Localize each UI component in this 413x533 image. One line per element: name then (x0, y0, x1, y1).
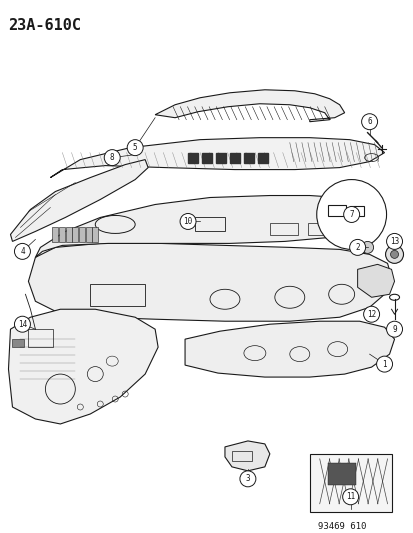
Text: 23A-610C: 23A-610C (8, 18, 81, 33)
Bar (52, 228, 58, 243)
Text: 1: 1 (381, 360, 386, 369)
Polygon shape (10, 159, 148, 241)
Circle shape (385, 245, 403, 263)
Text: 13: 13 (389, 237, 398, 246)
Bar (229, 152, 240, 163)
Text: 12: 12 (366, 310, 375, 319)
Bar (188, 152, 197, 163)
Text: 5: 5 (133, 143, 137, 152)
Text: 3: 3 (245, 474, 249, 483)
Bar (257, 152, 267, 163)
Bar (327, 463, 355, 485)
Bar (309, 454, 391, 512)
Text: 6: 6 (366, 117, 371, 126)
Circle shape (349, 239, 365, 255)
Circle shape (127, 140, 143, 156)
Circle shape (389, 251, 398, 259)
Circle shape (316, 180, 386, 249)
Polygon shape (224, 441, 269, 471)
Polygon shape (50, 138, 384, 177)
Circle shape (104, 150, 120, 166)
Circle shape (376, 356, 392, 372)
Bar (79, 228, 85, 243)
Text: 11: 11 (345, 492, 354, 501)
Bar (202, 152, 211, 163)
Circle shape (361, 241, 373, 253)
Circle shape (363, 306, 379, 322)
Circle shape (386, 321, 401, 337)
Bar (59, 228, 65, 243)
Circle shape (361, 114, 377, 130)
Bar (243, 152, 253, 163)
Text: 93469 610: 93469 610 (317, 522, 365, 531)
Polygon shape (8, 309, 158, 424)
Bar (195, 217, 224, 231)
Bar (269, 223, 297, 236)
Bar (231, 451, 251, 461)
Text: 2: 2 (354, 243, 359, 252)
Text: 8: 8 (110, 153, 114, 162)
Bar (66, 228, 71, 243)
Circle shape (14, 316, 31, 332)
Text: 10: 10 (183, 217, 192, 226)
Polygon shape (357, 264, 394, 297)
Circle shape (343, 206, 359, 222)
Text: 7: 7 (349, 210, 353, 219)
Bar (72, 228, 78, 243)
Text: 14: 14 (18, 320, 27, 329)
Circle shape (14, 244, 31, 260)
Bar (327, 205, 345, 216)
Circle shape (240, 471, 255, 487)
Polygon shape (185, 321, 394, 377)
Bar (349, 206, 363, 216)
Circle shape (342, 489, 358, 505)
Polygon shape (28, 244, 391, 321)
Text: 9: 9 (391, 325, 396, 334)
Circle shape (180, 214, 195, 229)
Bar (85, 228, 91, 243)
Bar (307, 223, 329, 236)
Bar (12, 339, 24, 347)
Bar (28, 329, 53, 347)
Polygon shape (36, 196, 374, 257)
Bar (92, 228, 98, 243)
Bar (90, 284, 145, 306)
Polygon shape (155, 90, 344, 122)
Bar (216, 152, 225, 163)
Circle shape (386, 233, 401, 249)
Text: 4: 4 (20, 247, 25, 256)
